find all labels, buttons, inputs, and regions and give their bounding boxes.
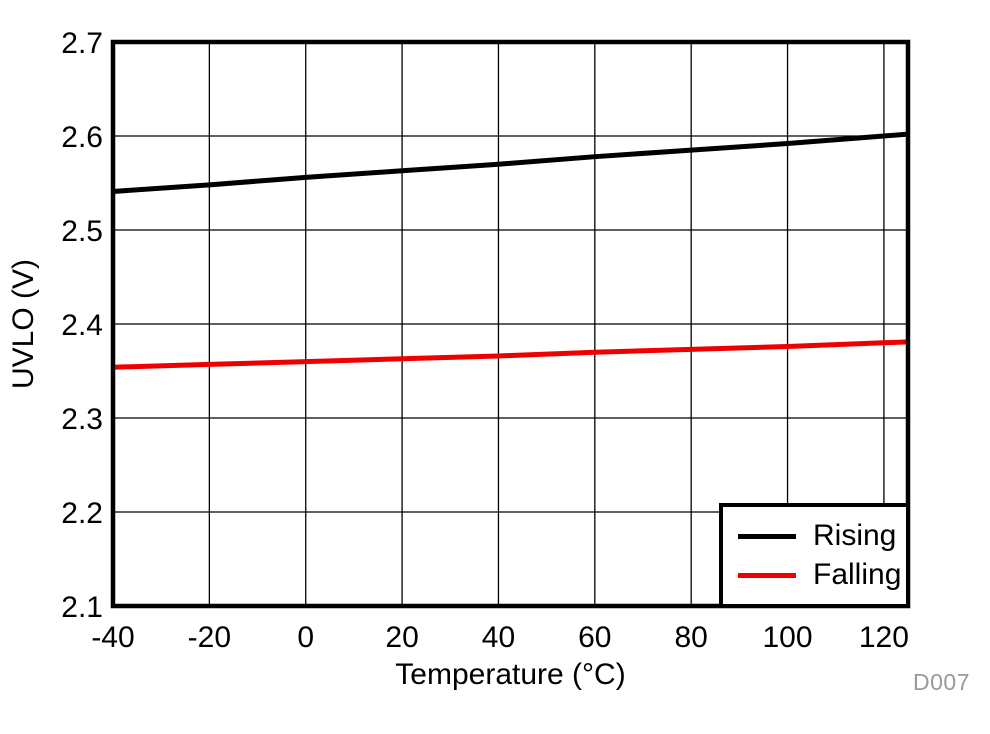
figure-code-watermark: D007 (913, 669, 970, 695)
legend-item-falling: Falling (738, 560, 906, 590)
svg-text:2.1: 2.1 (61, 591, 103, 624)
legend-label-falling: Falling (813, 558, 902, 591)
svg-text:120: 120 (859, 621, 909, 654)
rising-line-swatch (738, 533, 796, 539)
legend-label-rising: Rising (813, 519, 897, 552)
svg-text:2.3: 2.3 (61, 403, 103, 436)
svg-text:-20: -20 (188, 621, 231, 654)
svg-text:80: 80 (674, 621, 707, 654)
svg-text:40: 40 (482, 621, 515, 654)
svg-text:Temperature (°C): Temperature (°C) (395, 658, 625, 691)
svg-text:20: 20 (385, 621, 418, 654)
svg-text:2.2: 2.2 (61, 497, 103, 530)
svg-text:-40: -40 (91, 621, 134, 654)
legend-item-rising: Rising (738, 521, 906, 551)
svg-text:UVLO (V): UVLO (V) (7, 259, 40, 389)
svg-text:0: 0 (297, 621, 314, 654)
falling-line-swatch (738, 572, 796, 578)
legend: Rising Falling (719, 503, 910, 608)
svg-text:60: 60 (578, 621, 611, 654)
svg-text:2.7: 2.7 (61, 27, 103, 60)
svg-text:2.5: 2.5 (61, 215, 103, 248)
svg-text:100: 100 (763, 621, 813, 654)
svg-text:2.6: 2.6 (61, 121, 103, 154)
svg-text:2.4: 2.4 (61, 309, 103, 342)
